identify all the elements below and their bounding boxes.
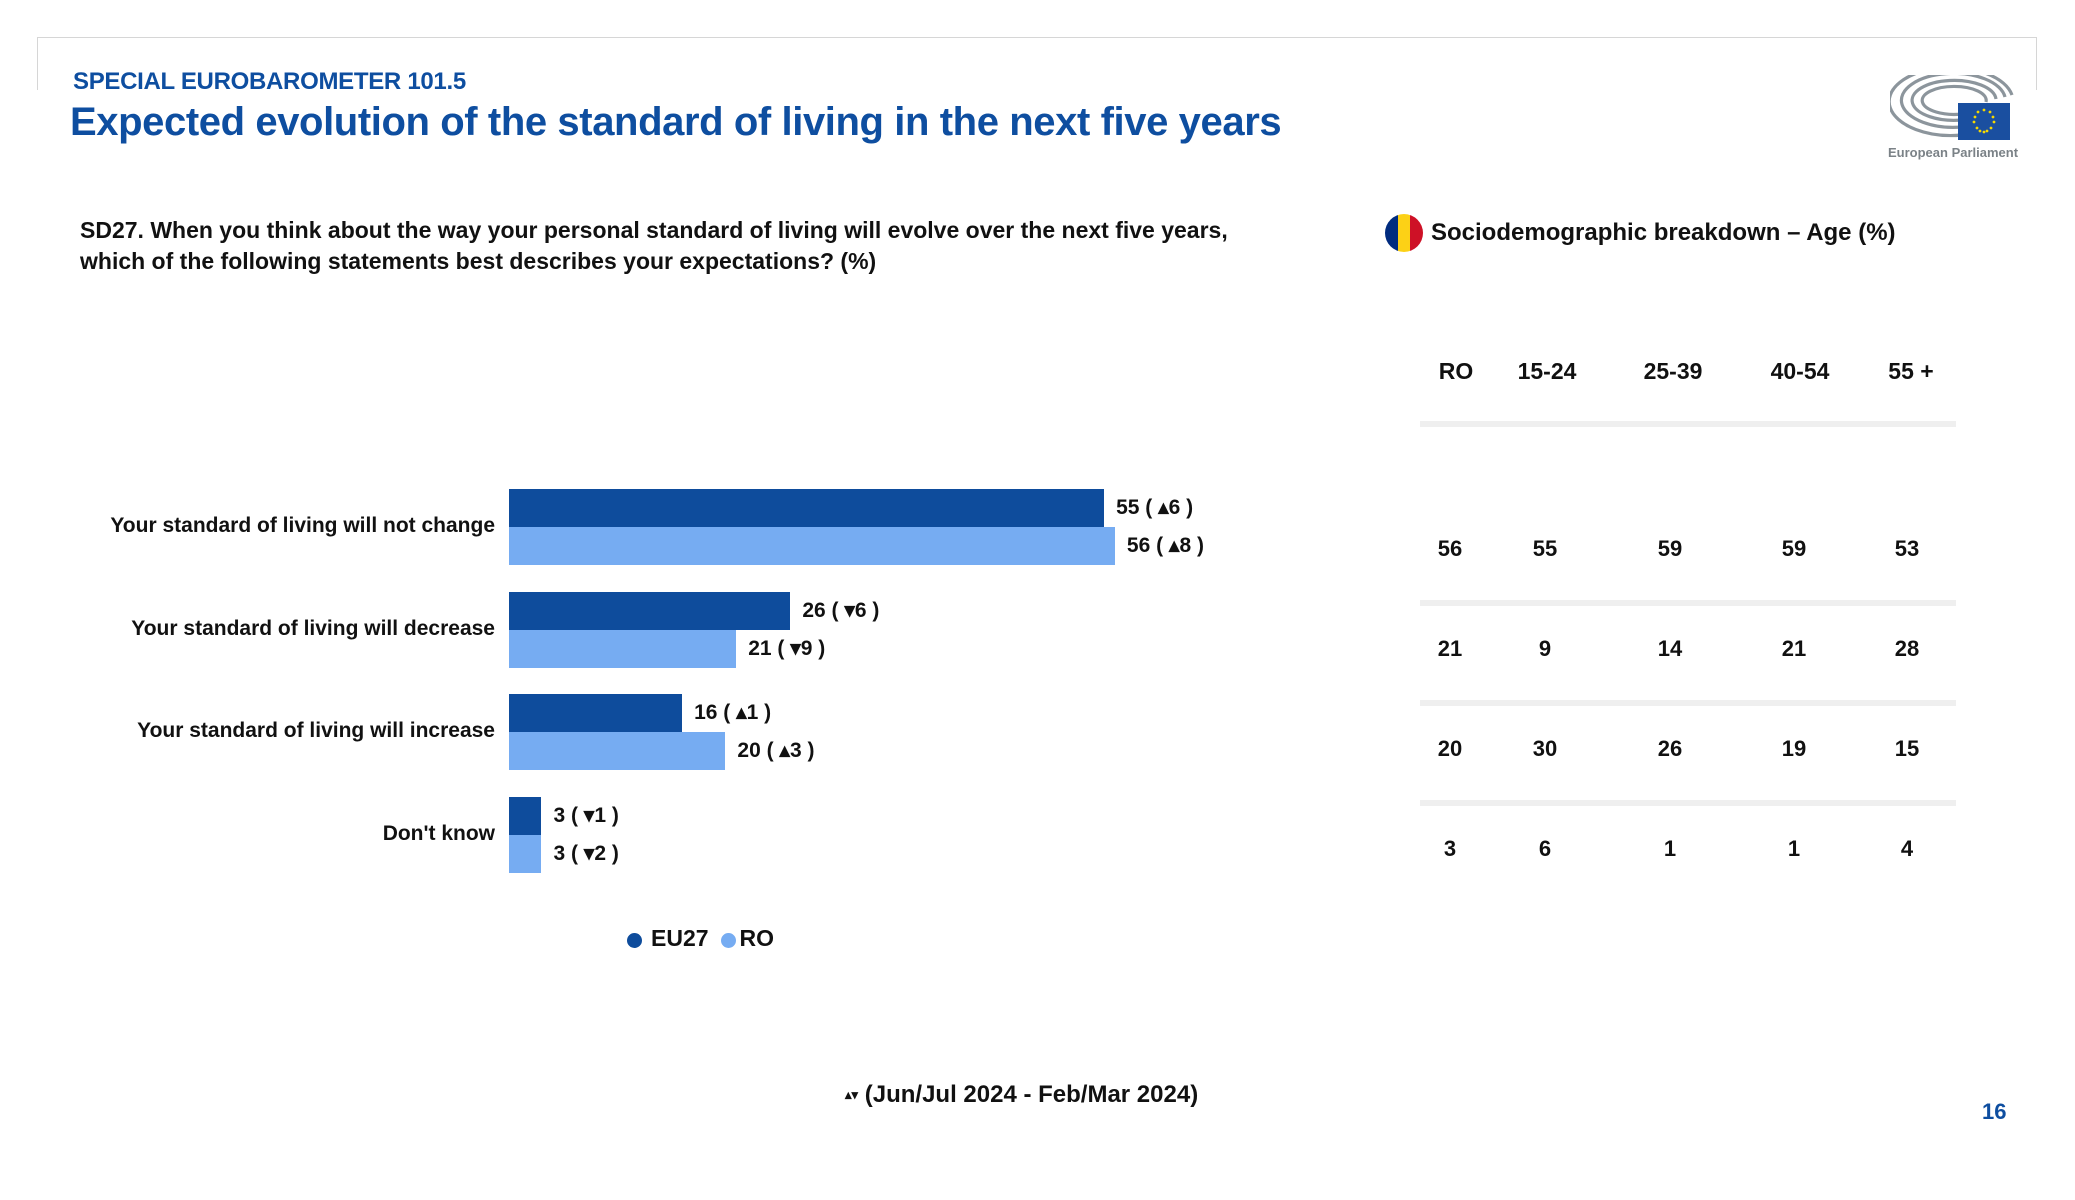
legend-label-eu27: EU27 [651,925,709,951]
table-header-55-plus: 55 + [1888,358,1934,384]
flag-stripe [1397,214,1411,252]
table-cell: 53 [1894,536,1920,561]
legend-dot-ro [720,933,736,948]
legend-label-ro: RO [739,925,775,951]
flag-stripe [1410,214,1423,252]
table-cell: 20 [1437,736,1463,761]
logo-text: European Parliament [1888,145,2019,160]
bar-ro [509,527,1115,565]
bar-value-label: 16 ( ▴1 ) [694,701,772,724]
table-cell: 15 [1894,736,1920,761]
bar-eu27 [509,489,1105,527]
flag-stripe [1385,214,1398,252]
report-kicker: SPECIAL EUROBAROMETER 101.5 [73,68,466,95]
table-divider [1420,700,1956,706]
footnote: ▴▾ (Jun/Jul 2024 - Feb/Mar 2024) [845,1081,1198,1109]
bar-ro [509,629,737,668]
category-label: Your standard of living will decrease [131,616,495,640]
table-header-40-54: 40-54 [1770,358,1830,384]
table-cell: 1 [1787,836,1801,861]
bar-value-label: 55 ( ▴6 ) [1116,496,1194,519]
table-cell: 19 [1781,736,1807,761]
category-label: Don't know [382,821,495,845]
table-cell: 14 [1657,636,1683,661]
table-divider [1420,421,1956,427]
table-cell: 9 [1538,636,1552,661]
european-parliament-logo-icon [1890,75,2014,140]
page-number: 16 [1982,1099,2007,1124]
bar-value-label: 3 ( ▾2 ) [553,841,619,865]
romania-flag-icon [1385,214,1423,252]
bar-ro [509,732,726,770]
table-divider [1420,800,1956,806]
bar-eu27 [509,694,683,732]
table-cell: 21 [1437,636,1463,661]
breakdown-title: Sociodemographic breakdown – Age (%) [1431,219,1896,246]
category-label: Your standard of living will not change [110,514,495,537]
change-arrows-icon: ▴▾ [845,1087,859,1102]
table-cell: 3 [1443,836,1457,861]
table-cell: 59 [1657,536,1683,561]
table-cell: 6 [1538,836,1552,861]
category-label: Your standard of living will increase [137,719,495,742]
bar-value-label: 21 ( ▾9 ) [748,636,826,660]
legend-dot-eu27 [627,933,642,948]
survey-question: SD27. When you think about the way your … [80,217,1228,274]
table-cell: 55 [1532,536,1558,561]
table-cell: 28 [1894,636,1920,661]
table-cell: 1 [1663,836,1677,861]
table-cell: 59 [1781,536,1807,561]
table-cell: 26 [1657,736,1683,761]
table-cell: 56 [1437,536,1463,561]
table-divider [1420,600,1956,606]
footnote-text: (Jun/Jul 2024 - Feb/Mar 2024) [864,1081,1199,1108]
table-cell: 21 [1781,636,1807,661]
chart-legend: EU27 RO [627,925,774,952]
bar-value-label: 3 ( ▾1 ) [553,803,619,827]
table-cell: 4 [1900,836,1914,861]
bar-eu27 [509,796,542,835]
bar-value-label: 56 ( ▴8 ) [1126,534,1204,557]
table-header-ro: RO [1438,358,1474,384]
eu-stars [1972,108,1996,134]
page-title: Expected evolution of the standard of li… [70,100,1282,144]
bar-eu27 [509,591,791,630]
bar-ro [509,834,542,873]
table-cell: 30 [1532,736,1558,761]
header-card-fade [36,90,2040,290]
table-header-15-24: 15-24 [1517,358,1577,384]
bar-value-label: 20 ( ▴3 ) [737,739,815,762]
bar-value-label: 26 ( ▾6 ) [802,598,880,622]
table-header-25-39: 25-39 [1643,358,1703,384]
